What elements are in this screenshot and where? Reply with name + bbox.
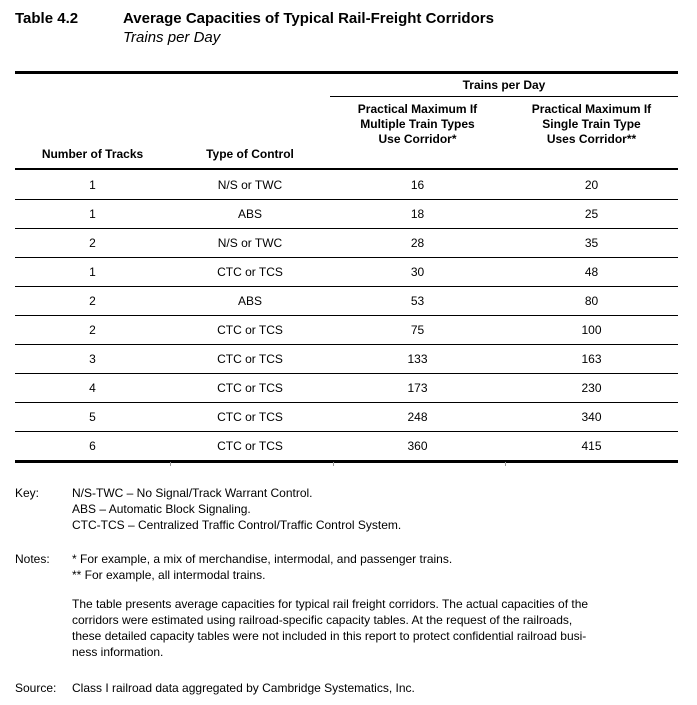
key-item: N/S-TWC – No Signal/Track Warrant Contro… bbox=[72, 486, 313, 500]
cell-max-multiple: 173 bbox=[407, 381, 428, 395]
cell-max-single: 100 bbox=[581, 323, 602, 337]
notes-paragraph: The table presents average capacities fo… bbox=[72, 597, 589, 659]
cell-max-multiple: 75 bbox=[410, 323, 425, 337]
column-boundary-tick bbox=[170, 462, 171, 466]
cell-max-single: 340 bbox=[581, 410, 602, 424]
cell-max-single: 20 bbox=[584, 177, 599, 192]
note-item: * For example, a mix of merchandise, int… bbox=[72, 552, 453, 566]
cell-max-single: 48 bbox=[584, 265, 599, 279]
cell-max-multiple: 248 bbox=[407, 410, 428, 424]
key-label: Key: bbox=[15, 486, 40, 500]
cell-control: CTC or TCS bbox=[217, 439, 283, 453]
cell-tracks: 6 bbox=[89, 439, 96, 453]
notes-label: Notes: bbox=[15, 552, 50, 566]
capacity-table: Trains per Day Number of Tracks Type of … bbox=[15, 71, 678, 466]
cell-control: CTC or TCS bbox=[217, 352, 283, 366]
table-row: 1 CTC or TCS 30 48 bbox=[15, 257, 678, 286]
table-heading: Average Capacities of Typical Rail-Freig… bbox=[123, 10, 494, 27]
table-title-block: Table 4.2 Average Capacities of Typical … bbox=[15, 9, 697, 47]
table-row: 2 CTC or TCS 75 100 bbox=[15, 315, 678, 344]
cell-control: CTC or TCS bbox=[217, 323, 283, 337]
table-row: 2 N/S or TWC 28 35 bbox=[15, 228, 678, 257]
cell-control: CTC or TCS bbox=[217, 265, 283, 279]
cell-tracks: 4 bbox=[89, 381, 96, 395]
cell-tracks: 1 bbox=[89, 177, 96, 192]
cell-max-single: 163 bbox=[581, 352, 602, 366]
column-header-practical-max-single: Practical Maximum If Single Train Type U… bbox=[531, 102, 652, 146]
table-row: 6 CTC or TCS 360 415 bbox=[15, 431, 678, 460]
source-text: Class I railroad data aggregated by Camb… bbox=[72, 681, 415, 695]
cell-tracks: 5 bbox=[89, 410, 96, 424]
column-boundary-tick bbox=[333, 462, 334, 466]
column-header-row: Number of Tracks Type of Control Practic… bbox=[15, 97, 678, 168]
cell-tracks: 1 bbox=[89, 265, 96, 279]
cell-tracks: 2 bbox=[89, 294, 96, 308]
cell-control: ABS bbox=[237, 207, 262, 221]
table-number: Table 4.2 bbox=[15, 10, 79, 27]
cell-max-multiple: 18 bbox=[410, 207, 425, 221]
key-item: ABS – Automatic Block Signaling. bbox=[72, 502, 251, 516]
cell-tracks: 1 bbox=[89, 207, 96, 221]
cell-max-single: 35 bbox=[584, 236, 599, 250]
span-header-row: Trains per Day bbox=[15, 74, 678, 97]
table-row: 2 ABS 53 80 bbox=[15, 286, 678, 315]
table-row: 4 CTC or TCS 173 230 bbox=[15, 373, 678, 402]
cell-max-single: 25 bbox=[584, 207, 599, 221]
table-header: Trains per Day Number of Tracks Type of … bbox=[15, 74, 678, 170]
key-item: CTC-TCS – Centralized Traffic Control/Tr… bbox=[72, 518, 402, 532]
span-header-trains-per-day: Trains per Day bbox=[330, 74, 678, 97]
cell-control: N/S or TWC bbox=[217, 177, 283, 192]
cell-max-multiple: 53 bbox=[410, 294, 425, 308]
cell-max-multiple: 28 bbox=[410, 236, 425, 250]
key-items: N/S-TWC – No Signal/Track Warrant Contro… bbox=[72, 485, 697, 533]
notes-items: * For example, a mix of merchandise, int… bbox=[72, 551, 697, 583]
cell-max-single: 415 bbox=[581, 439, 602, 453]
cell-tracks: 2 bbox=[89, 236, 96, 250]
cell-control: N/S or TWC bbox=[217, 236, 283, 250]
table-row: 5 CTC or TCS 248 340 bbox=[15, 402, 678, 431]
column-boundary-tick bbox=[505, 462, 506, 466]
cell-max-single: 80 bbox=[584, 294, 599, 308]
cell-control: CTC or TCS bbox=[217, 410, 283, 424]
cell-max-single: 230 bbox=[581, 381, 602, 395]
cell-max-multiple: 16 bbox=[410, 177, 425, 192]
column-header-type-of-control: Type of Control bbox=[206, 147, 294, 161]
cell-control: ABS bbox=[237, 294, 262, 308]
table-body: 1 N/S or TWC 16 20 1 ABS 18 25 2 N/S or … bbox=[15, 170, 678, 460]
table-row: 3 CTC or TCS 133 163 bbox=[15, 344, 678, 373]
source-section: Source: Class I railroad data aggregated… bbox=[15, 680, 697, 696]
table-row: 1 ABS 18 25 bbox=[15, 199, 678, 228]
notes-section: Notes: * For example, a mix of merchandi… bbox=[15, 551, 697, 660]
source-label: Source: bbox=[15, 681, 57, 695]
column-header-practical-max-multiple: Practical Maximum If Multiple Train Type… bbox=[357, 102, 478, 146]
cell-control: CTC or TCS bbox=[217, 381, 283, 395]
table-row: 1 N/S or TWC 16 20 bbox=[15, 170, 678, 199]
column-header-number-of-tracks: Number of Tracks bbox=[41, 147, 144, 161]
cell-max-multiple: 30 bbox=[410, 265, 425, 279]
cell-max-multiple: 133 bbox=[407, 352, 428, 366]
note-item: ** For example, all intermodal trains. bbox=[72, 568, 266, 582]
key-section: Key: N/S-TWC – No Signal/Track Warrant C… bbox=[15, 485, 697, 533]
cell-tracks: 3 bbox=[89, 352, 96, 366]
cell-tracks: 2 bbox=[89, 323, 96, 337]
table-subheading: Trains per Day bbox=[123, 29, 221, 46]
cell-max-multiple: 360 bbox=[407, 439, 428, 453]
